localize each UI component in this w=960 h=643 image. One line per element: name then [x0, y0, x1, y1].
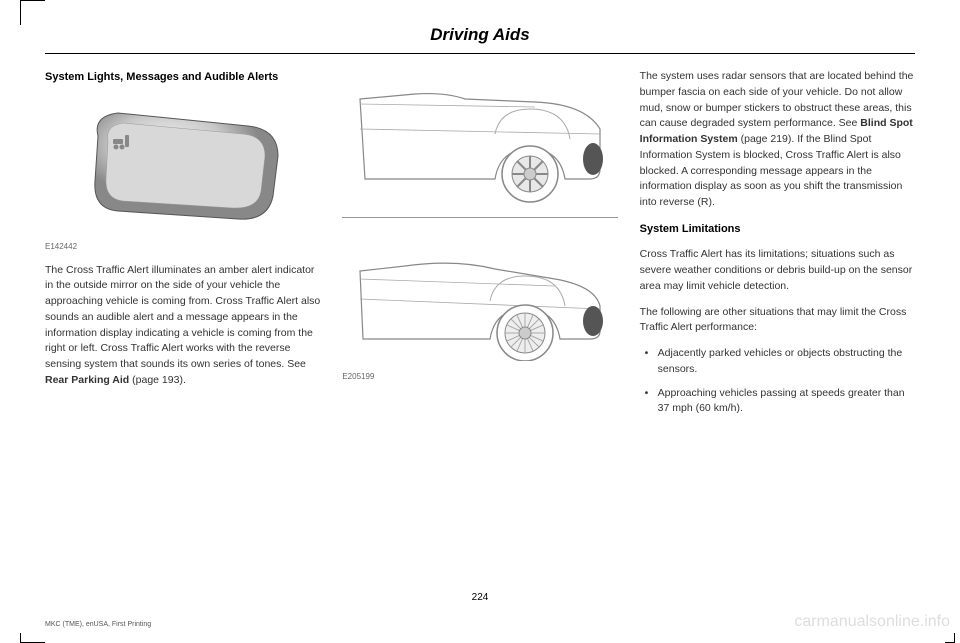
watermark: carmanualsonline.info [794, 613, 950, 631]
crop-mark-bl [20, 633, 45, 643]
image-caption-1: E142442 [45, 241, 320, 253]
section-heading-limitations: System Limitations [640, 221, 915, 238]
suv-rear-icon [355, 74, 605, 204]
side-mirror-icon [83, 101, 283, 231]
paragraph-text-end: (page 193). [129, 374, 186, 386]
bullet-list: Adjacently parked vehicles or objects ob… [640, 346, 915, 417]
bold-ref: Rear Parking Aid [45, 374, 129, 386]
sedan-illustration [342, 226, 617, 366]
paragraph-col3-3: The following are other situations that … [640, 305, 915, 337]
suv-illustration [342, 69, 617, 209]
content-columns: System Lights, Messages and Audible Aler… [0, 54, 960, 425]
paragraph-text: The Cross Traffic Alert illuminates an a… [45, 264, 320, 371]
paragraph-col3-2: Cross Traffic Alert has its limitations;… [640, 247, 915, 294]
image-divider [342, 217, 617, 218]
footer-text: MKC (TME), enUSA, First Printing [45, 621, 151, 628]
sedan-rear-icon [355, 231, 605, 361]
list-item: Approaching vehicles passing at speeds g… [640, 386, 915, 418]
list-item: Adjacently parked vehicles or objects ob… [640, 346, 915, 378]
page-header: Driving Aids [45, 0, 915, 54]
image-caption-2: E205199 [342, 371, 617, 383]
column-1: System Lights, Messages and Audible Aler… [45, 69, 320, 425]
crop-mark-tl [20, 0, 45, 25]
column-3: The system uses radar sensors that are l… [640, 69, 915, 425]
page-number: 224 [0, 592, 960, 603]
page-title: Driving Aids [430, 25, 530, 44]
column-2: E205199 [342, 69, 617, 425]
crop-mark-br [945, 633, 955, 643]
mirror-illustration [45, 96, 320, 236]
paragraph-col3-1: The system uses radar sensors that are l… [640, 69, 915, 211]
section-heading: System Lights, Messages and Audible Aler… [45, 69, 320, 86]
paragraph-col1: The Cross Traffic Alert illuminates an a… [45, 263, 320, 389]
